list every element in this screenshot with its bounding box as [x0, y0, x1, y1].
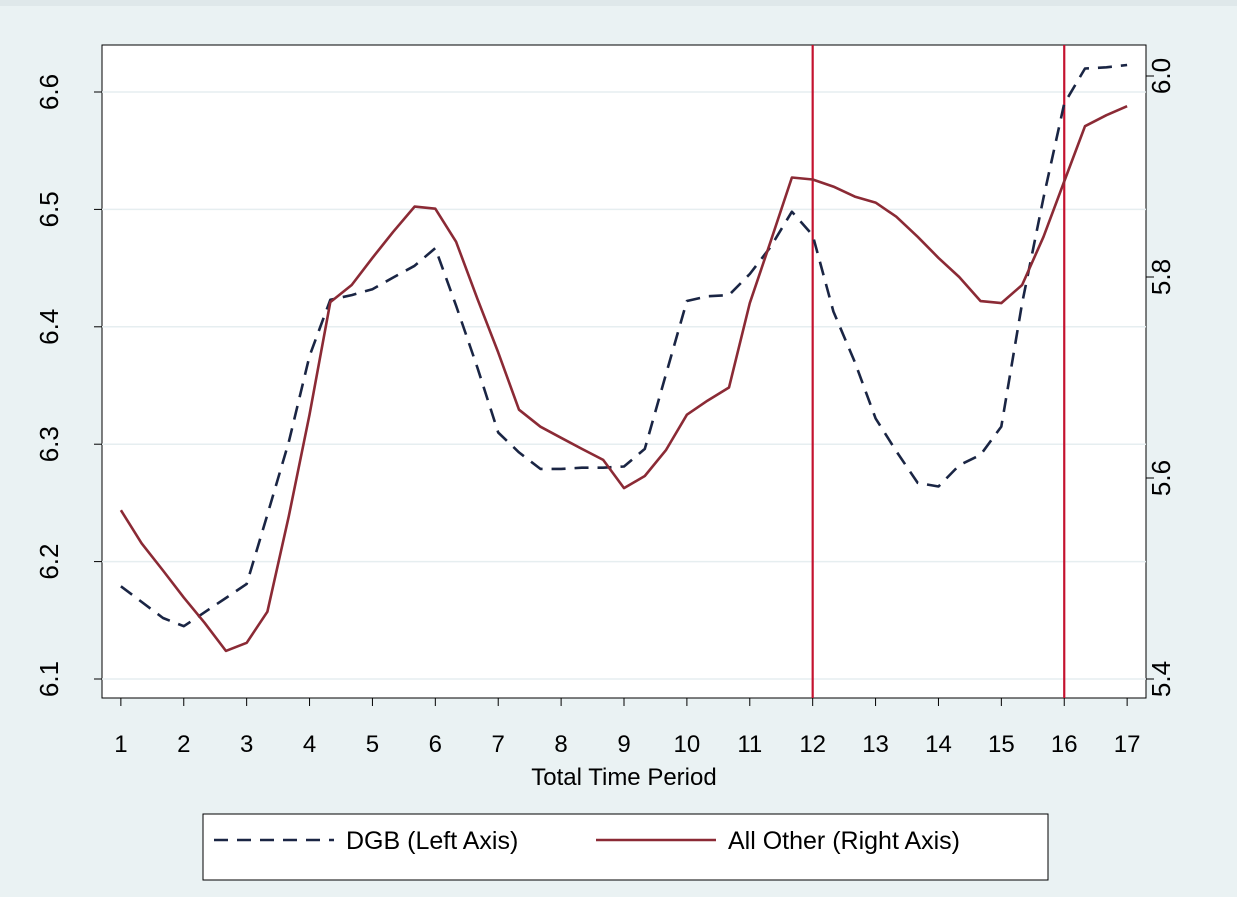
y-left-tick-label: 6.6 [34, 74, 64, 110]
x-tick-label: 5 [366, 731, 379, 758]
y-right-tick-label: 6.0 [1146, 58, 1176, 94]
x-tick-label: 12 [799, 731, 826, 758]
grid [102, 91, 1146, 680]
legend-box [202, 813, 1049, 881]
x-tick-label: 3 [240, 731, 253, 758]
x-tick-label: 11 [737, 731, 762, 758]
y-right-tick-label: 5.4 [1146, 661, 1176, 697]
y-right-tick-label: 5.6 [1146, 460, 1176, 496]
y-left-tick-label: 6.4 [34, 309, 64, 345]
series-lines [119, 63, 1128, 653]
legend: DGB (Left Axis) All Other (Right Axis) [202, 813, 1049, 881]
x-tick-label: 6 [429, 731, 442, 758]
x-tick-label: 14 [925, 731, 952, 758]
x-tick-label: 7 [492, 731, 505, 758]
axes: 6.16.26.36.46.56.65.45.65.86.01 2 3 4 5 6 7 8 9 1… [34, 58, 1176, 758]
plot-area [101, 44, 1147, 699]
series-line-dgb [120, 63, 1128, 628]
legend-label-dgb: DGB (Left Axis) [346, 827, 518, 855]
x-tick-label: 2 [177, 731, 190, 758]
top-strip [0, 0, 1237, 6]
y-left-tick-label: 6.2 [34, 544, 64, 580]
legend-label-all-other: All Other (Right Axis) [728, 827, 960, 855]
x-tick-label: 13 [862, 731, 889, 758]
y-left-tick-label: 6.5 [34, 191, 64, 227]
x-tick-label: 16 [1051, 731, 1078, 758]
y-right-tick-label: 5.8 [1146, 259, 1176, 295]
vertical-lines [811, 45, 1066, 698]
x-axis-label: Total Time Period [531, 764, 716, 791]
series-line-all-other [119, 105, 1128, 653]
x-tick-label: 1 [114, 731, 127, 758]
x-tick-label: 10 [674, 731, 701, 758]
x-tick-label: 17 [1114, 731, 1141, 758]
x-tick-label: 9 [617, 731, 630, 758]
y-left-tick-label: 6.3 [34, 426, 64, 462]
y-left-tick-label: 6.1 [34, 661, 64, 697]
x-tick-label: 8 [554, 731, 567, 758]
x-tick-label: 15 [988, 731, 1015, 758]
x-tick-label: 4 [303, 731, 316, 758]
